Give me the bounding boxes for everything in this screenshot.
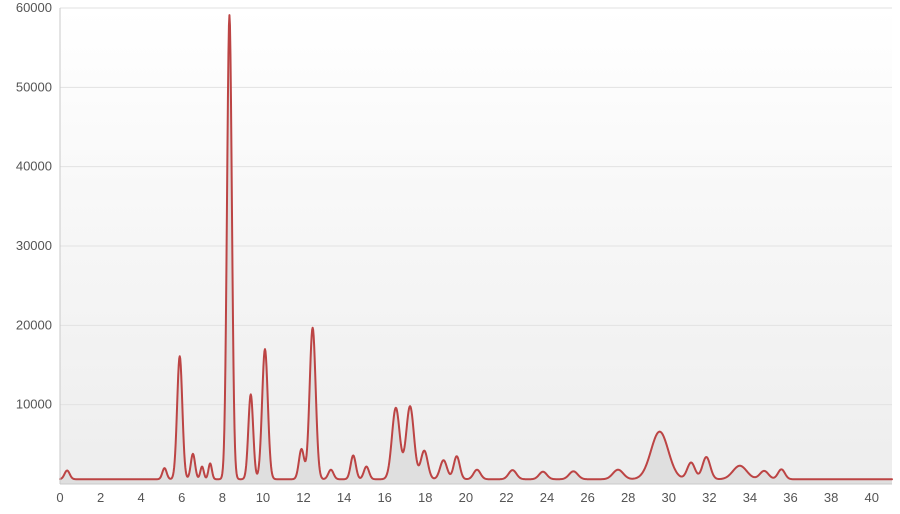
x-tick-label: 4	[138, 490, 145, 505]
y-tick-label: 10000	[16, 397, 52, 412]
x-tick-label: 14	[337, 490, 351, 505]
x-tick-label: 40	[864, 490, 878, 505]
y-tick-label: 50000	[16, 79, 52, 94]
y-tick-label: 30000	[16, 238, 52, 253]
x-tick-label: 8	[219, 490, 226, 505]
x-tick-label: 6	[178, 490, 185, 505]
x-tick-label: 28	[621, 490, 635, 505]
x-tick-label: 16	[377, 490, 391, 505]
x-tick-label: 18	[418, 490, 432, 505]
x-tick-label: 24	[540, 490, 554, 505]
x-tick-label: 36	[783, 490, 797, 505]
x-tick-label: 20	[459, 490, 473, 505]
x-tick-label: 38	[824, 490, 838, 505]
chart-svg: 1000020000300004000050000600000246810121…	[0, 0, 900, 514]
y-tick-label: 60000	[16, 0, 52, 15]
x-tick-label: 12	[296, 490, 310, 505]
x-tick-label: 32	[702, 490, 716, 505]
x-tick-label: 30	[662, 490, 676, 505]
y-tick-label: 40000	[16, 159, 52, 174]
x-tick-label: 2	[97, 490, 104, 505]
x-tick-label: 26	[580, 490, 594, 505]
x-tick-label: 22	[499, 490, 513, 505]
x-tick-label: 0	[56, 490, 63, 505]
spectrum-chart: 1000020000300004000050000600000246810121…	[0, 0, 900, 514]
y-tick-label: 20000	[16, 317, 52, 332]
x-tick-label: 10	[256, 490, 270, 505]
x-tick-label: 34	[743, 490, 757, 505]
